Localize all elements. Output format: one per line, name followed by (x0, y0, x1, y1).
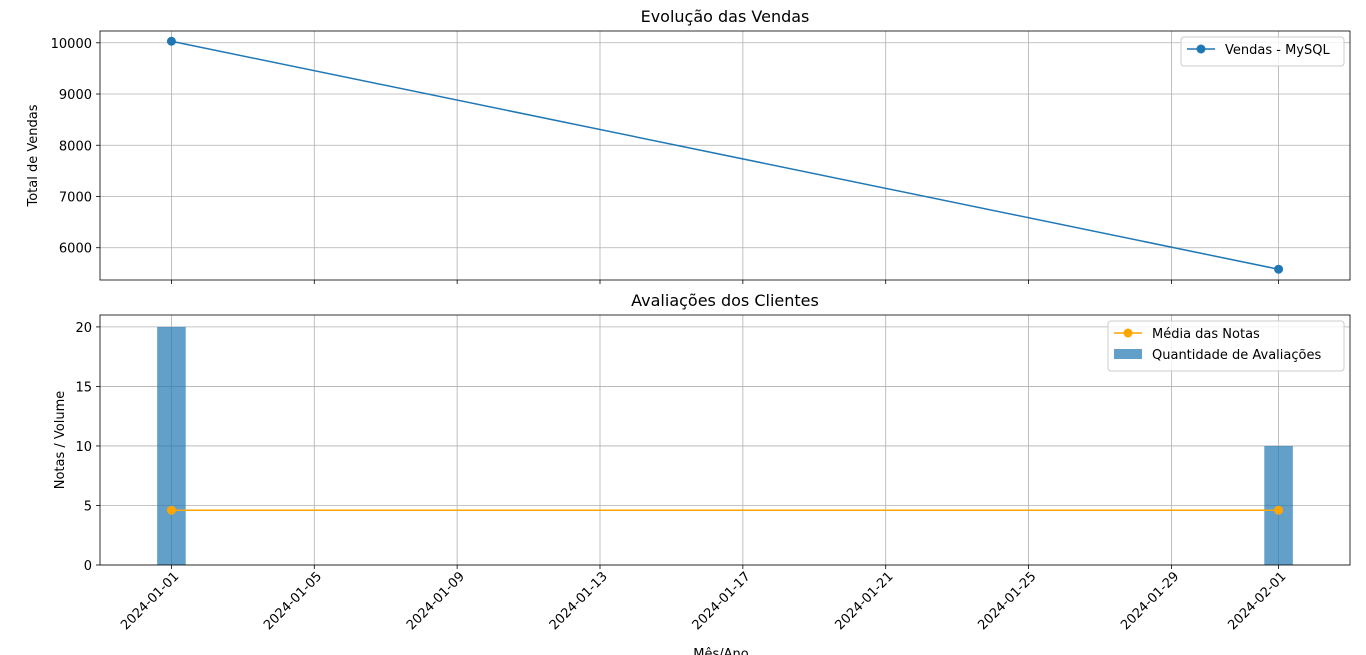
y-tick-label: 0 (84, 559, 92, 574)
legend: Média das Notas Quantidade de Avaliações (1107, 320, 1345, 372)
series-line (171, 40, 1279, 270)
x-tick-label: 2024-01-05 (261, 569, 325, 633)
axes-frame (99, 30, 1351, 281)
data-point (166, 36, 176, 46)
legend-marker (1123, 328, 1133, 338)
legend-label: Média das Notas (1152, 327, 1260, 342)
chart-title: Avaliações dos Clientes (631, 291, 819, 310)
legend-swatch (1114, 349, 1142, 359)
data-point (166, 505, 176, 515)
y-tick-label: 10 (75, 440, 92, 455)
y-tick-label: 9000 (59, 88, 92, 103)
y-tick-label: 8000 (59, 139, 92, 154)
y-tick-label: 7000 (59, 190, 92, 205)
y-tick-label: 15 (75, 380, 92, 395)
legend-marker (1196, 44, 1206, 54)
legend: Vendas - MySQL (1180, 36, 1345, 67)
y-axis-label: Total de Vendas (26, 104, 41, 207)
x-tick-label: 2024-01-17 (690, 569, 754, 633)
y-tick-label: 5 (84, 499, 92, 514)
legend-label: Vendas - MySQL (1225, 43, 1330, 58)
y-axis-label: Notas / Volume (53, 391, 68, 490)
legend-frame (1180, 36, 1345, 67)
x-tick-label: 2024-02-01 (1225, 569, 1289, 633)
bar (1264, 445, 1293, 565)
y-tick-label: 6000 (59, 242, 92, 257)
legend-frame (1107, 320, 1345, 372)
chart-title: Evolução das Vendas (641, 7, 810, 26)
x-tick-label: 2024-01-09 (404, 569, 468, 633)
panel-2: 2024-01-01 2024-01-05 2024-01-09 2024-01-13… (53, 291, 1351, 655)
x-tick-label: 2024-01-21 (833, 569, 897, 633)
data-point (1274, 264, 1284, 274)
y-tick-label: 20 (75, 321, 92, 336)
y-tick-label: 10000 (51, 37, 92, 52)
x-tick-label: 2024-01-01 (118, 569, 182, 633)
panel-1: 6000 7000 8000 9000 10000 Evolução das Vendas… (26, 7, 1351, 284)
x-tick-label: 2024-01-25 (975, 569, 1039, 633)
data-point (1274, 505, 1284, 515)
axes-frame (99, 314, 1351, 566)
x-tick-label: 2024-01-29 (1118, 569, 1182, 633)
bar (157, 326, 186, 565)
legend-label: Quantidade de Avaliações (1152, 348, 1321, 363)
x-tick-label: 2024-01-13 (547, 569, 611, 633)
x-axis-label: Mês/Ano (693, 647, 748, 655)
